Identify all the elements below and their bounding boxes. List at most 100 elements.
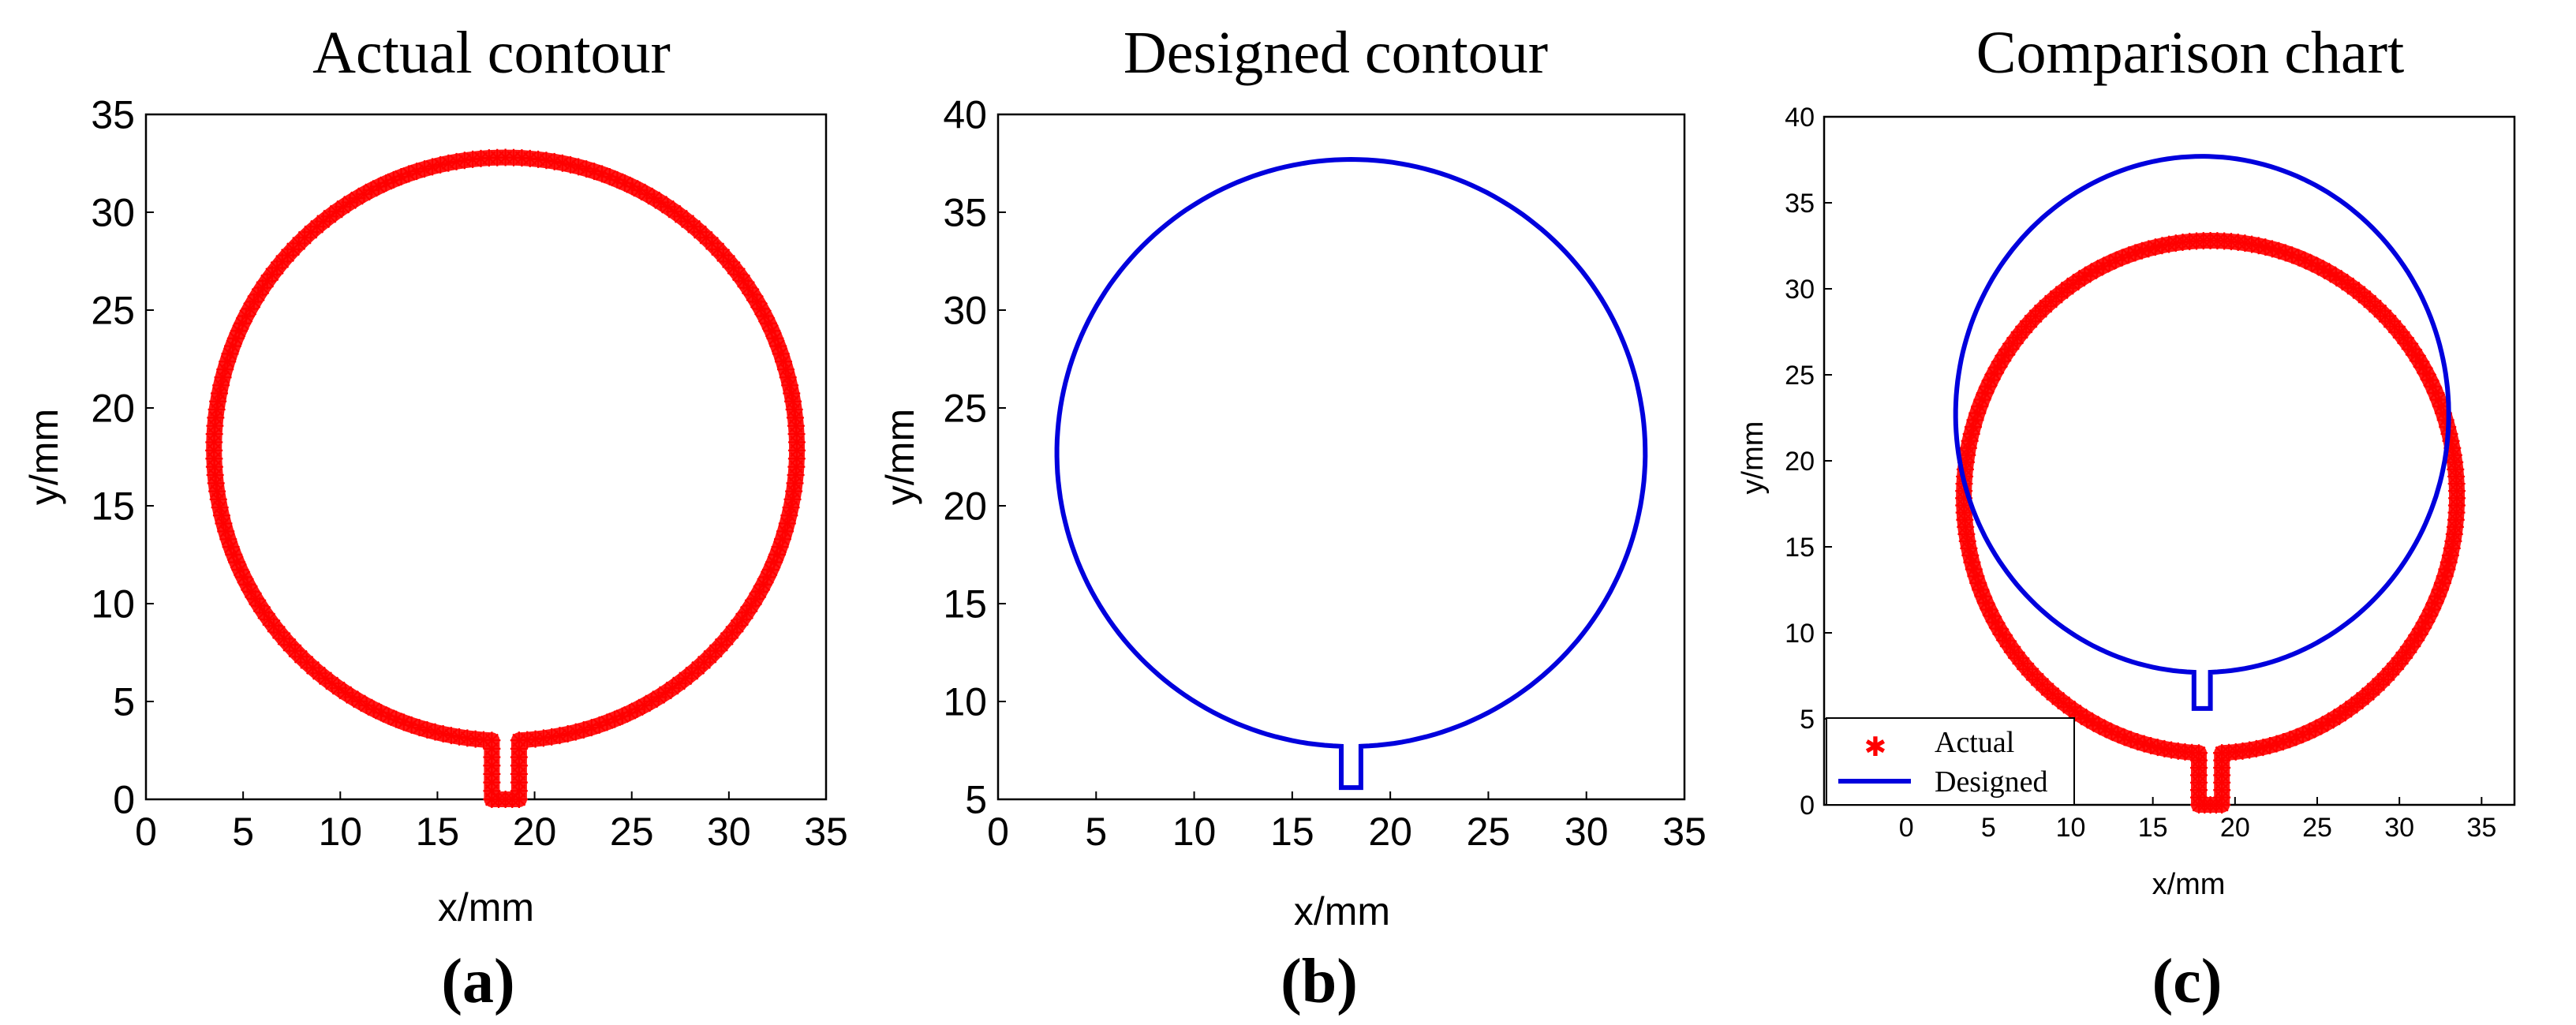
actual-point — [2337, 702, 2355, 720]
actual-point — [1967, 567, 1985, 585]
actual-point — [780, 507, 798, 525]
actual-point — [327, 203, 346, 221]
legend-actual-label: Actual — [1935, 726, 2014, 759]
actual-point — [1962, 425, 1980, 443]
actual-point — [225, 545, 243, 563]
actual-point — [442, 727, 460, 745]
panel-c-y-ticks: 0 5 10 15 20 25 30 35 40 — [1785, 103, 1832, 821]
actual-point — [2109, 725, 2127, 743]
panel-c-x-ticks: 0 5 10 15 20 25 30 35 — [1899, 797, 2496, 843]
actual-point — [215, 514, 233, 533]
actual-point — [219, 530, 237, 548]
actual-point — [400, 165, 418, 183]
y-tick-label: 10 — [1785, 619, 1815, 649]
actual-point — [776, 522, 794, 541]
actual-point — [2344, 279, 2362, 297]
actual-point — [365, 700, 383, 718]
actual-point — [263, 265, 281, 283]
actual-point — [372, 704, 391, 722]
panel-b-plot-area — [1054, 156, 1648, 791]
actual-point — [355, 185, 373, 203]
actual-point — [2129, 733, 2147, 751]
actual-point — [228, 553, 246, 571]
actual-point — [323, 675, 341, 693]
actual-point — [2421, 371, 2439, 389]
y-tick-label: 5 — [965, 778, 987, 822]
actual-point — [2287, 728, 2305, 746]
x-tick-label: 20 — [1368, 810, 1412, 854]
actual-point — [598, 713, 616, 731]
x-tick-label: 35 — [804, 810, 848, 854]
actual-point — [2325, 709, 2343, 728]
actual-point — [1963, 553, 1981, 571]
actual-point — [242, 582, 260, 600]
actual-point — [334, 198, 352, 216]
actual-point — [2440, 553, 2458, 571]
actual-point — [2163, 741, 2181, 759]
actual-point — [2077, 709, 2096, 728]
actual-point — [630, 181, 649, 200]
actual-point — [410, 719, 428, 737]
actual-point — [735, 272, 753, 290]
actual-point — [2444, 532, 2462, 550]
actual-point — [765, 553, 783, 571]
actual-point — [434, 725, 452, 743]
actual-point — [2120, 246, 2138, 264]
x-tick-label: 5 — [1085, 810, 1107, 854]
actual-contour-points — [205, 148, 806, 808]
actual-point — [1960, 539, 1978, 557]
actual-point — [439, 154, 458, 172]
actual-point — [635, 696, 653, 714]
actual-point — [645, 189, 663, 208]
panel-b: Designed contour 0 5 10 15 20 25 30 35 51015202… — [878, 20, 1707, 1016]
panel-a: Actual contour 0 5 10 15 20 25 30 35 0 5 10 15 20 25… — [22, 20, 848, 1016]
actual-point — [553, 154, 571, 172]
actual-point — [551, 727, 569, 745]
actual-point — [730, 265, 748, 283]
actual-contour-points — [1955, 231, 2466, 814]
panel-b-y-axis-label: y/mm — [878, 409, 922, 505]
actual-point — [566, 723, 585, 741]
actual-point — [343, 688, 361, 706]
actual-point — [2350, 283, 2368, 301]
actual-point — [758, 568, 776, 586]
actual-point — [224, 337, 242, 355]
actual-point — [649, 688, 667, 706]
actual-point — [2060, 698, 2078, 716]
panel-a-title: Actual contour — [312, 20, 671, 86]
actual-point — [2084, 713, 2102, 731]
actual-point — [1997, 632, 2015, 650]
panel-c-plot-area — [1953, 154, 2466, 814]
actual-point — [2402, 638, 2420, 656]
actual-point — [408, 163, 426, 181]
actual-point — [2342, 698, 2361, 716]
actual-point — [534, 729, 552, 747]
actual-point — [2088, 260, 2106, 279]
actual-point — [728, 617, 746, 635]
panel-a-plot-area — [205, 148, 806, 808]
actual-point — [763, 322, 781, 340]
x-tick-label: 10 — [2056, 813, 2086, 843]
actual-point — [238, 575, 256, 593]
actual-point — [2283, 246, 2301, 264]
actual-point — [2438, 560, 2456, 578]
actual-point — [1985, 365, 2003, 383]
actual-point — [578, 160, 596, 178]
actual-point — [211, 499, 229, 517]
actual-point — [2082, 264, 2099, 282]
actual-point — [760, 314, 778, 332]
actual-point — [432, 155, 450, 174]
actual-point — [773, 530, 791, 548]
actual-point — [2167, 234, 2185, 253]
actual-point — [606, 710, 624, 728]
panel-a-x-axis-label: x/mm — [438, 885, 534, 930]
actual-point — [2427, 384, 2445, 402]
y-tick-label: 20 — [943, 484, 987, 529]
actual-point — [246, 589, 264, 608]
actual-point — [258, 272, 276, 290]
x-tick-label: 5 — [232, 810, 254, 854]
actual-point — [387, 710, 406, 728]
actual-point — [2008, 328, 2026, 346]
actual-point — [526, 730, 544, 748]
actual-point — [781, 376, 799, 395]
